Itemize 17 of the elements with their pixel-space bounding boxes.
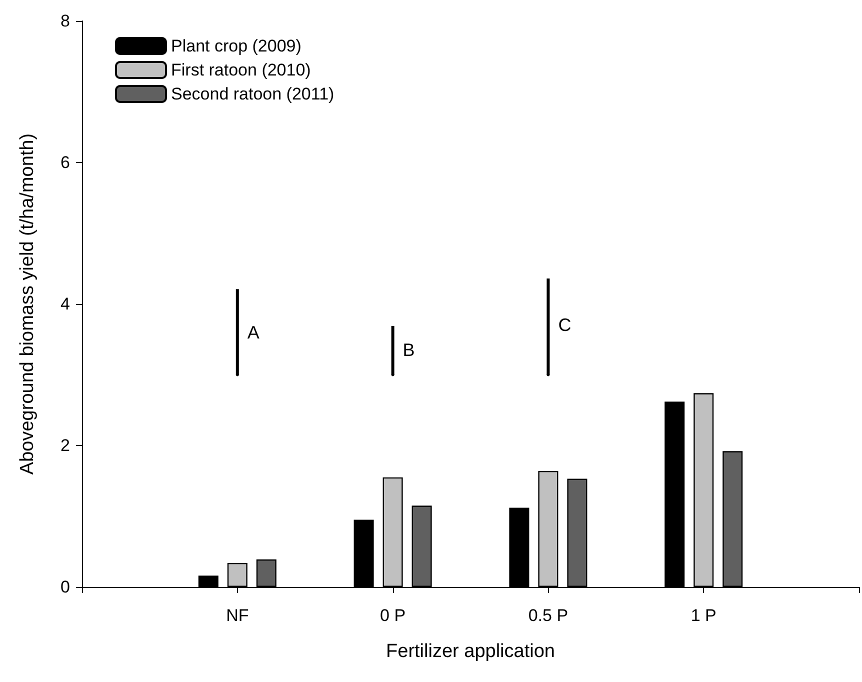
x-axis-title: Fertilizer application	[386, 641, 555, 662]
y-tick-label: 6	[60, 153, 70, 172]
x-tick-label: 0.5 P	[528, 606, 568, 625]
annotation: B	[402, 340, 415, 360]
y-tick-label: 4	[60, 294, 70, 314]
y-axis-title: Aboveground biomass yield (t/ha/month)	[17, 133, 38, 475]
x-tick-label: NF	[226, 606, 249, 625]
legend-label: First ratoon (2010)	[171, 60, 311, 80]
annotation: C	[558, 315, 572, 336]
y-tick-label: 0	[60, 578, 70, 596]
x-tick-label: 0 P	[380, 606, 406, 625]
annotation: A	[247, 322, 260, 342]
legend-label: Second ratoon (2011)	[171, 84, 334, 104]
y-tick-label: 8	[60, 12, 70, 30]
legend-label: Plant crop (2009)	[171, 36, 302, 56]
x-tick-label: 1 P	[690, 606, 716, 625]
y-tick-label: 2	[60, 436, 70, 455]
